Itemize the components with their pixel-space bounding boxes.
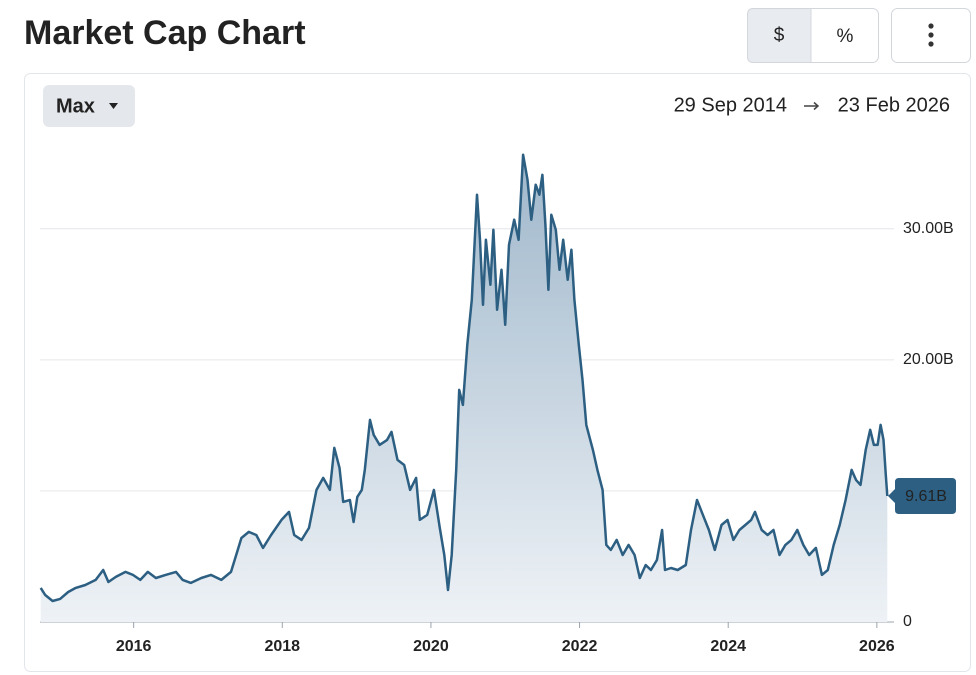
- end-badge: [888, 478, 956, 515]
- x-tick-label: 2024: [710, 638, 746, 655]
- x-tick-label: 2016: [116, 638, 152, 655]
- menu-dot: [928, 41, 934, 47]
- page-title: Market Cap Chart: [24, 14, 306, 52]
- x-tick-label: 2018: [264, 638, 300, 655]
- x-tick-label: 2022: [562, 638, 598, 655]
- percent-button[interactable]: %: [837, 26, 854, 47]
- area-line: [39, 153, 889, 603]
- unit-toggle: $ %: [747, 8, 879, 63]
- range-dropdown[interactable]: Max: [43, 85, 135, 127]
- dropdown-caret: [109, 103, 118, 109]
- dropdown-label[interactable]: Max: [56, 95, 95, 117]
- currency-button[interactable]: $: [774, 25, 785, 46]
- x-tick-label: 2026: [859, 638, 895, 655]
- dropdown-bg[interactable]: [43, 85, 135, 127]
- date-arrow: [804, 101, 820, 111]
- area-fill: [40, 154, 888, 622]
- y-tick-label: 30.00B: [903, 220, 954, 237]
- y-tick-label: 20.00B: [903, 351, 954, 368]
- menu-dot: [928, 32, 934, 38]
- end-label: 9.61B: [905, 488, 947, 505]
- menu-dot: [928, 23, 934, 29]
- date-end: 23 Feb 2026: [838, 94, 950, 116]
- y-tick-label: 0: [903, 613, 912, 630]
- toggle-active-bg: [747, 8, 812, 63]
- date-start: 29 Sep 2014: [674, 94, 787, 116]
- menu-button[interactable]: [891, 8, 971, 63]
- x-tick-label: 2020: [413, 638, 449, 655]
- plot: 010.00B20.00B30.00B201620182020202220242…: [39, 153, 956, 655]
